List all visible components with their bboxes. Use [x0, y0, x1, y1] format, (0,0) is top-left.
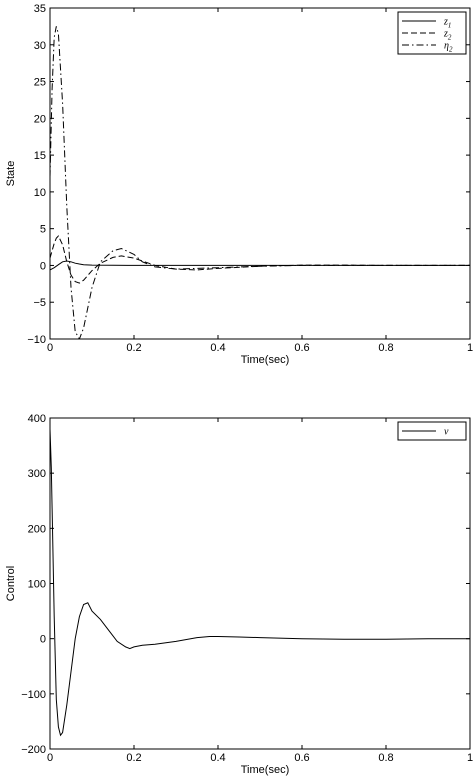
- x-tick-label: 0.4: [210, 342, 225, 354]
- x-tick-label: 0.6: [294, 342, 309, 354]
- y-tick-label: 0: [40, 634, 46, 646]
- x-tick-label: 0.6: [294, 752, 309, 764]
- plot-frame-1: [49, 7, 471, 340]
- x-tick-label: 0: [47, 342, 53, 354]
- y-tick-label: 300: [28, 468, 46, 480]
- y-axis-label: Control: [5, 566, 17, 601]
- y-tick-label: 200: [28, 523, 46, 535]
- x-tick-label: 1: [467, 342, 473, 354]
- y-axis-label: State: [5, 161, 17, 187]
- x-tick-label: 0: [47, 752, 53, 764]
- x-tick-label: 0.4: [210, 752, 225, 764]
- y-tick-label: 10: [34, 187, 46, 199]
- y-tick-label: 100: [28, 579, 46, 591]
- legend-label-v: v: [444, 427, 449, 438]
- x-tick-label: 0.2: [126, 752, 141, 764]
- y-tick-label: −10: [27, 334, 46, 346]
- y-tick-label: −100: [21, 689, 46, 701]
- series-line-z2: [50, 235, 470, 284]
- x-tick-label: 0.8: [378, 752, 393, 764]
- x-tick-label: 0.2: [126, 342, 141, 354]
- y-tick-label: 25: [34, 77, 46, 89]
- legend-label-z2: z2: [443, 29, 452, 42]
- y-tick-label: −5: [33, 297, 46, 309]
- plot-frame-2: [49, 417, 471, 750]
- x-tick-label: 0.8: [378, 342, 393, 354]
- y-tick-label: 5: [40, 224, 46, 236]
- legend-label-η2: η2: [444, 41, 453, 54]
- y-tick-label: 30: [34, 40, 46, 52]
- y-tick-label: 0: [40, 260, 46, 272]
- y-tick-label: 20: [34, 113, 46, 125]
- series-line-v: [50, 428, 470, 737]
- series-line-η2: [50, 26, 470, 339]
- y-tick-label: 400: [28, 413, 46, 425]
- series-line-z1: [50, 260, 470, 271]
- y-tick-label: 15: [34, 150, 46, 162]
- x-axis-label: Time(sec): [241, 354, 289, 366]
- legend-label-z1: z1: [443, 17, 451, 30]
- x-tick-label: 1: [467, 752, 473, 764]
- y-tick-label: −200: [21, 744, 46, 756]
- x-axis-label: Time(sec): [241, 764, 289, 776]
- y-tick-label: 35: [34, 3, 46, 15]
